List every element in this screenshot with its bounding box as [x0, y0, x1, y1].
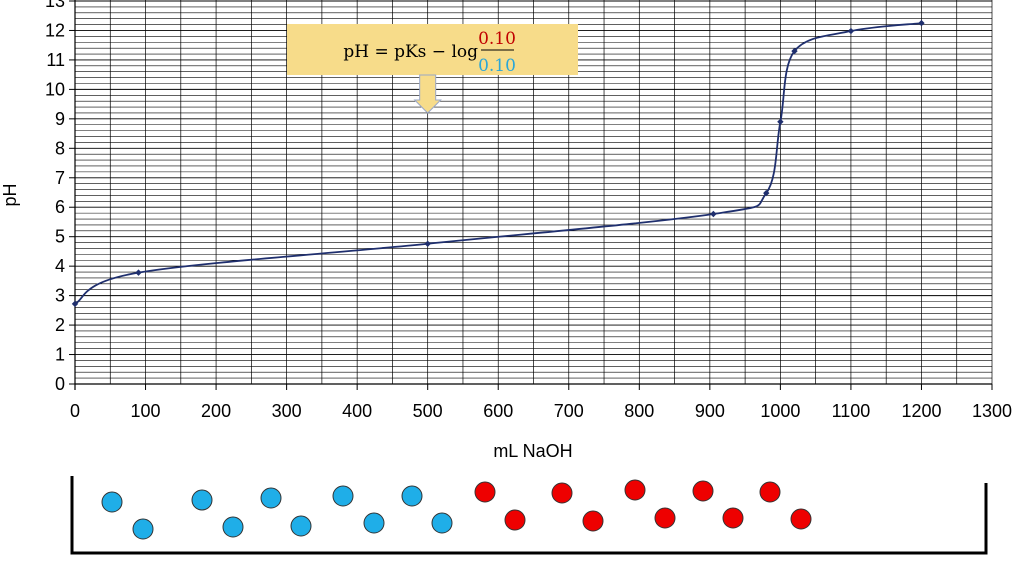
- blue-particle: [332, 485, 354, 507]
- red-particle: [654, 507, 676, 529]
- red-particle: [551, 482, 573, 504]
- formula-numerator: 0.10: [478, 29, 516, 49]
- data-point: [71, 300, 79, 308]
- x-tick-label: 1100: [832, 401, 871, 421]
- blue-particle: [260, 487, 282, 509]
- y-tick-label: 5: [55, 227, 65, 247]
- data-point: [135, 269, 142, 276]
- y-tick-label: 8: [55, 138, 65, 158]
- formula-box: [287, 24, 578, 75]
- data-point: [710, 210, 717, 218]
- red-particle: [624, 479, 646, 501]
- x-tick-label: 0: [70, 401, 80, 421]
- data-point: [763, 189, 770, 197]
- y-tick-label: 6: [55, 197, 65, 217]
- x-tick-label: 500: [413, 401, 443, 421]
- data-point: [777, 118, 784, 125]
- data-point: [918, 19, 925, 27]
- data-point: [424, 240, 431, 247]
- formula-arrow: [413, 74, 442, 114]
- x-axis-label: mL NaOH: [493, 441, 572, 461]
- data-point: [791, 47, 798, 55]
- red-particle: [722, 507, 744, 529]
- curve-line: [74, 22, 922, 305]
- blue-particle: [101, 491, 123, 513]
- red-particle: [759, 481, 781, 503]
- y-tick-label: 1: [55, 345, 65, 365]
- x-tick-label: 700: [554, 401, 584, 421]
- y-tick-label: 0: [55, 374, 65, 394]
- y-tick-label: 3: [55, 286, 65, 306]
- titration-curve: [71, 19, 925, 308]
- blue-particle: [401, 485, 423, 507]
- y-tick-label: 2: [55, 315, 65, 335]
- red-particle: [790, 508, 812, 530]
- y-tick-label: 9: [55, 109, 65, 129]
- data-point: [847, 27, 855, 35]
- x-tick-label: 900: [695, 401, 725, 421]
- x-tick-label: 100: [131, 401, 161, 421]
- x-tick-label: 400: [342, 401, 372, 421]
- blue-particle: [290, 515, 312, 537]
- blue-particle: [431, 512, 453, 534]
- y-tick-label: 13: [45, 0, 65, 11]
- beaker: [70, 476, 988, 555]
- red-particle: [582, 510, 604, 532]
- x-tick-label: 200: [201, 401, 231, 421]
- y-tick-label: 10: [45, 79, 65, 99]
- y-tick-label: 11: [46, 50, 65, 70]
- red-particle: [692, 480, 714, 502]
- x-tick-label: 1300: [972, 401, 1012, 421]
- red-particle: [504, 509, 526, 531]
- x-tick-label: 800: [624, 401, 654, 421]
- y-axis-label: pH: [0, 183, 20, 206]
- blue-particle: [222, 516, 244, 538]
- x-tick-label: 1000: [760, 401, 800, 421]
- x-tick-label: 600: [483, 401, 513, 421]
- y-tick-label: 12: [45, 20, 65, 40]
- formula-text: pH = pKs − log: [343, 42, 478, 62]
- blue-particle: [191, 489, 213, 511]
- red-particle: [474, 481, 496, 503]
- x-tick-label: 1200: [901, 401, 941, 421]
- blue-particle: [363, 512, 385, 534]
- formula-denominator: 0.10: [478, 56, 516, 76]
- y-tick-label: 4: [55, 256, 65, 276]
- x-tick-label: 300: [272, 401, 302, 421]
- axes: 0 100 200 300 400 500 600 700 800 900 1000 1100 1200…: [45, 0, 1012, 421]
- blue-particle: [132, 518, 154, 540]
- grid: [74, 0, 993, 385]
- y-tick-label: 7: [55, 168, 65, 188]
- beaker-outline: [70, 476, 988, 555]
